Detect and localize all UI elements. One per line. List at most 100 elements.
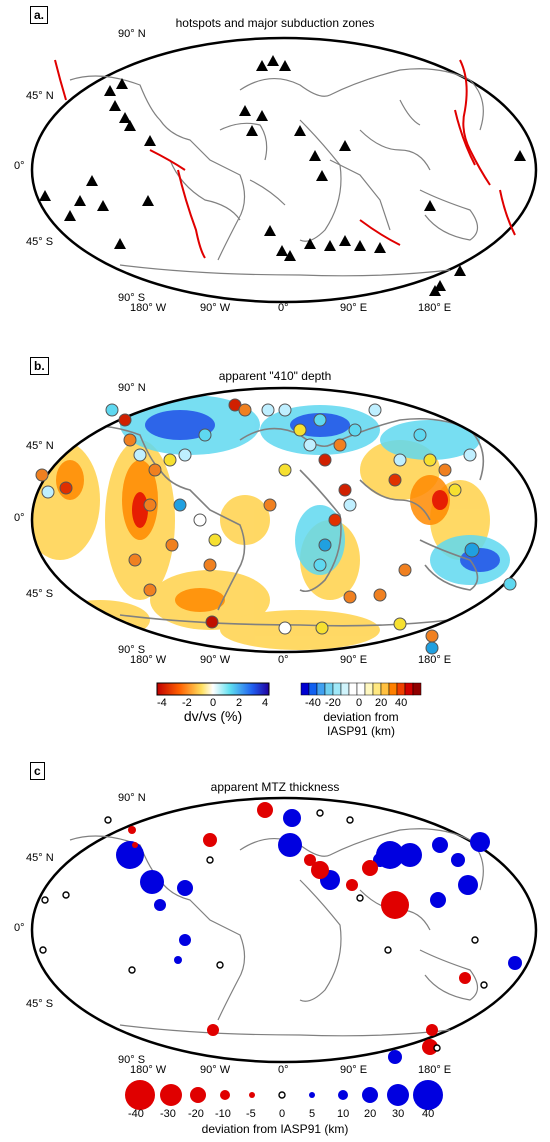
mtz-marker bbox=[311, 861, 329, 879]
hotspot-marker bbox=[256, 60, 268, 71]
station-marker bbox=[348, 423, 362, 437]
hotspot-marker bbox=[434, 280, 446, 291]
mtz-marker bbox=[257, 802, 273, 818]
panel-a-lat-label-90s: 90° S bbox=[118, 292, 146, 304]
station-marker bbox=[464, 542, 480, 558]
panel-a-lon-label-180e: 180° E bbox=[418, 302, 452, 314]
station-marker bbox=[128, 553, 142, 567]
panel-a-lon-label-90e: 90° E bbox=[340, 302, 368, 314]
station-marker bbox=[178, 448, 192, 462]
hotspot-marker bbox=[324, 240, 336, 251]
legend-value: -20 bbox=[188, 1108, 204, 1120]
mtz-marker bbox=[346, 879, 358, 891]
hotspot-marker bbox=[267, 55, 279, 66]
station-marker bbox=[343, 498, 357, 512]
mtz-marker bbox=[128, 966, 136, 974]
colorbar-left-tick: -2 bbox=[182, 697, 192, 709]
panel-b-lat-label-90s: 90° S bbox=[118, 644, 146, 656]
mtz-marker bbox=[39, 946, 47, 954]
map-a-subduction bbox=[54, 59, 516, 259]
mtz-marker bbox=[480, 981, 488, 989]
legend-symbol bbox=[413, 1080, 443, 1110]
mtz-marker bbox=[128, 826, 136, 834]
station-marker bbox=[448, 483, 462, 497]
mtz-marker bbox=[41, 896, 49, 904]
mtz-marker bbox=[433, 1044, 441, 1052]
station-marker bbox=[173, 498, 187, 512]
legend-symbol bbox=[309, 1092, 315, 1098]
legend-symbol bbox=[125, 1080, 155, 1110]
mtz-marker bbox=[362, 860, 378, 876]
legend-symbol bbox=[249, 1092, 255, 1098]
station-marker bbox=[328, 513, 342, 527]
hotspot-marker bbox=[304, 238, 316, 249]
legend-value: -5 bbox=[246, 1108, 256, 1120]
colorbar-left-title: dv/vs (%) bbox=[183, 708, 243, 724]
mtz-marker bbox=[216, 961, 224, 969]
mtz-marker bbox=[430, 892, 446, 908]
station-marker bbox=[333, 438, 347, 452]
station-marker bbox=[463, 448, 477, 462]
mtz-marker bbox=[459, 972, 471, 984]
panel-c-lon-label-90w: 90° W bbox=[200, 1064, 231, 1076]
map-c-markers bbox=[39, 802, 522, 1064]
colorbar-right-tick: -20 bbox=[325, 697, 341, 709]
legend-symbol bbox=[278, 1091, 286, 1099]
panel-b-lon-label-0: 0° bbox=[278, 654, 289, 666]
hotspot-marker bbox=[109, 100, 121, 111]
mtz-marker bbox=[154, 899, 166, 911]
hotspot-marker bbox=[142, 195, 154, 206]
station-marker bbox=[123, 433, 137, 447]
station-marker bbox=[165, 538, 179, 552]
legend-value: -30 bbox=[160, 1108, 176, 1120]
station-marker bbox=[193, 513, 207, 527]
panel-b-label: b. bbox=[30, 357, 49, 375]
panel-a-label: a. bbox=[30, 6, 49, 24]
panel-a-title: hotspots and major subduction zones bbox=[175, 16, 375, 30]
map-b-boundary bbox=[30, 386, 538, 654]
legend-value: 5 bbox=[309, 1108, 316, 1120]
hotspot-marker bbox=[374, 242, 386, 253]
mtz-marker bbox=[346, 816, 354, 824]
station-marker bbox=[338, 483, 352, 497]
panel-c-lon-label-180w: 180° W bbox=[130, 1064, 167, 1076]
mtz-marker bbox=[177, 880, 193, 896]
panel-a-lat-label-0: 0° bbox=[14, 160, 25, 172]
station-marker bbox=[41, 485, 55, 499]
panel-b-lon-label-90e: 90° E bbox=[340, 654, 368, 666]
mtz-marker bbox=[381, 891, 409, 919]
panel-c-title: apparent MTZ thickness bbox=[210, 780, 340, 794]
hotspot-marker bbox=[246, 125, 258, 136]
panel-a-lon-label-180w: 180° W bbox=[130, 302, 167, 314]
legend-value: 40 bbox=[422, 1108, 435, 1120]
station-marker bbox=[198, 428, 212, 442]
legend-symbol bbox=[387, 1084, 409, 1106]
legend-symbol bbox=[220, 1090, 230, 1100]
panel-c-lat-label-90n: 90° N bbox=[118, 792, 146, 804]
station-marker bbox=[278, 403, 292, 417]
station-marker bbox=[143, 583, 157, 597]
station-marker bbox=[293, 423, 307, 437]
legend-symbol bbox=[160, 1084, 182, 1106]
hotspot-marker bbox=[104, 85, 116, 96]
panel-b-lat-label-90n: 90° N bbox=[118, 382, 146, 394]
mtz-marker bbox=[174, 956, 182, 964]
colorbar-left bbox=[156, 682, 270, 696]
panel-c-lon-label-90e: 90° E bbox=[340, 1064, 368, 1076]
legend-symbol bbox=[362, 1087, 378, 1103]
hotspot-marker bbox=[276, 245, 288, 256]
map-a-boundary bbox=[30, 36, 538, 304]
legend-symbol bbox=[338, 1090, 348, 1100]
colorbar-right-tick: -40 bbox=[305, 697, 321, 709]
mtz-marker bbox=[132, 842, 138, 848]
station-marker bbox=[163, 453, 177, 467]
map-a-coastlines bbox=[69, 68, 484, 277]
legend-value: 20 bbox=[364, 1108, 377, 1120]
station-marker bbox=[343, 590, 357, 604]
station-marker bbox=[368, 403, 382, 417]
station-marker bbox=[318, 453, 332, 467]
hotspot-marker bbox=[279, 60, 291, 71]
